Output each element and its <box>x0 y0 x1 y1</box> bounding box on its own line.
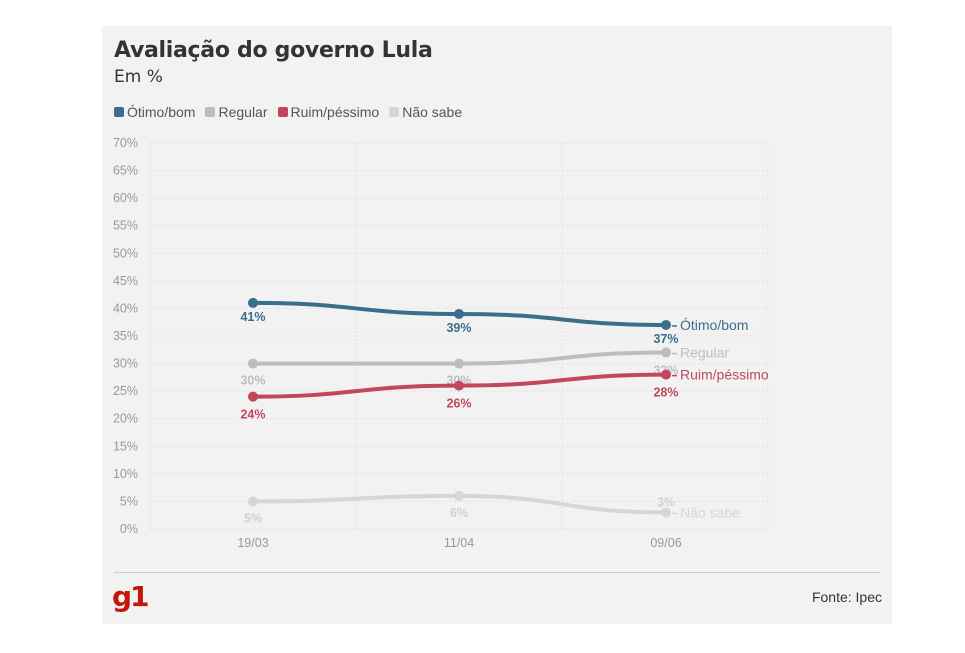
data-point <box>661 347 671 358</box>
g1-logo: g1 <box>112 580 150 613</box>
y-tick-label: 35% <box>113 329 138 343</box>
data-label: 3% <box>657 495 675 509</box>
data-label: 6% <box>450 506 468 520</box>
data-point <box>248 297 258 308</box>
y-tick-label: 10% <box>113 467 138 481</box>
data-point <box>248 391 258 402</box>
legend-label-naosabe: Não sabe <box>402 104 463 120</box>
x-tick-label: 09/06 <box>650 536 681 550</box>
y-tick-label: 30% <box>113 357 138 371</box>
y-tick-label: 45% <box>113 274 138 288</box>
legend-swatch-otimo <box>114 107 124 117</box>
data-label: 41% <box>240 310 265 324</box>
series-end-label: Ruim/péssimo <box>680 367 769 383</box>
legend-item-otimo: Ótimo/bom <box>114 104 195 120</box>
footer-divider <box>114 572 880 573</box>
data-label: 5% <box>244 511 262 525</box>
y-tick-label: 0% <box>120 522 138 536</box>
y-tick-label: 55% <box>113 219 138 233</box>
y-tick-label: 25% <box>113 384 138 398</box>
legend-swatch-regular <box>205 107 216 117</box>
data-point <box>454 490 464 501</box>
legend-label-ruim: Ruim/péssimo <box>290 104 380 120</box>
data-label: 39% <box>446 321 471 335</box>
data-label: 26% <box>446 397 471 411</box>
legend-item-ruim: Ruim/péssimo <box>277 104 380 120</box>
chart-title: Avaliação do governo Lula <box>114 38 433 63</box>
y-tick-label: 5% <box>120 494 138 508</box>
source-note: Fonte: Ipec <box>811 589 882 605</box>
legend: Ótimo/bom Regular Ruim/péssimo Não sabe <box>114 104 462 120</box>
y-tick-label: 65% <box>113 164 138 178</box>
data-point <box>454 308 464 319</box>
y-tick-label: 50% <box>113 246 138 260</box>
legend-label-otimo: Ótimo/bom <box>127 104 196 120</box>
y-tick-label: 70% <box>113 136 138 150</box>
data-point <box>248 496 258 507</box>
data-label: 30% <box>240 374 265 388</box>
data-point <box>248 358 258 369</box>
data-label: 28% <box>653 386 678 400</box>
data-label: 24% <box>240 408 265 422</box>
data-point <box>661 507 671 518</box>
y-tick-label: 15% <box>113 439 138 453</box>
y-tick-label: 40% <box>113 301 138 315</box>
legend-label-regular: Regular <box>218 104 268 120</box>
series-end-label: Regular <box>680 345 729 361</box>
legend-item-naosabe: Não sabe <box>389 104 462 120</box>
series-end-label: Ótimo/bom <box>680 317 748 333</box>
data-point <box>454 358 464 369</box>
data-point <box>661 319 671 330</box>
data-label: 37% <box>653 332 678 346</box>
x-tick-label: 19/03 <box>237 536 268 550</box>
y-tick-label: 60% <box>113 191 138 205</box>
y-tick-label: 20% <box>113 412 138 426</box>
data-point <box>454 380 464 391</box>
x-tick-label: 11/04 <box>444 536 474 550</box>
legend-swatch-naosabe <box>389 107 400 117</box>
data-point <box>661 369 671 380</box>
series-end-label: Não sabe <box>680 504 740 520</box>
chart-subtitle: Em % <box>114 67 163 87</box>
legend-swatch-ruim <box>277 107 288 117</box>
chart-card: Avaliação do governo Lula Em % Ótimo/bom… <box>102 26 892 624</box>
legend-item-regular: Regular <box>205 104 268 120</box>
